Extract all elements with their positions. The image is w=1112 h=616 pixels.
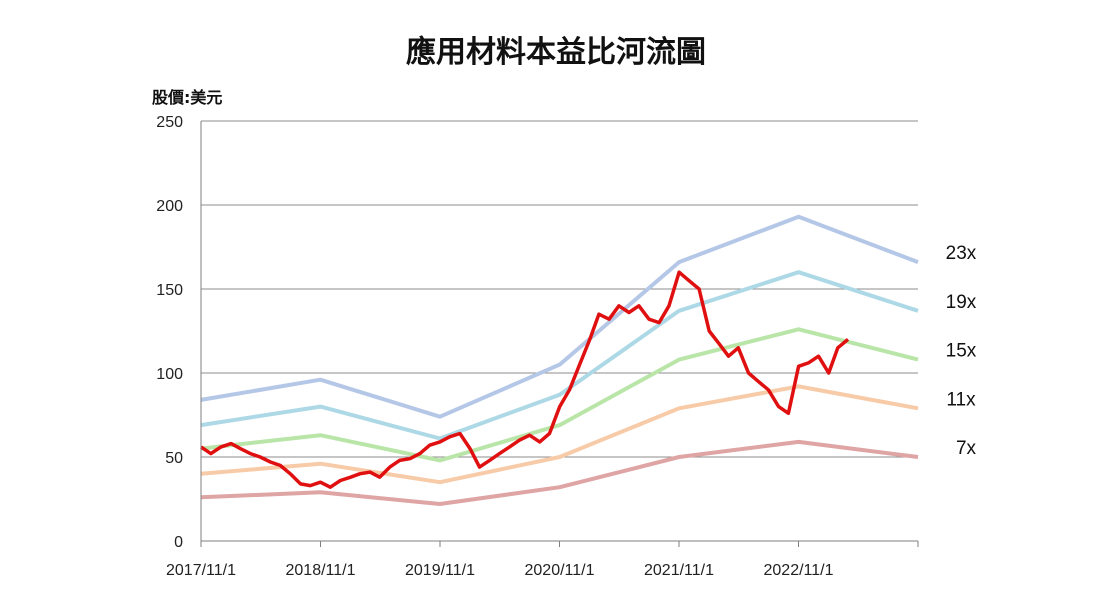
band-labels: 23x 19x 15x 11x 7x xyxy=(946,243,977,459)
band-label-11x: 11x xyxy=(946,389,976,410)
y-tick-label: 0 xyxy=(174,534,183,551)
band-line-23x xyxy=(200,214,919,419)
price-line xyxy=(200,270,850,489)
band-label-7x: 7x xyxy=(956,438,977,459)
x-tick-label: 2021/11/1 xyxy=(644,562,714,579)
price-series xyxy=(200,270,850,489)
y-tick-label: 150 xyxy=(156,282,183,299)
band-label-15x: 15x xyxy=(946,341,977,362)
pe-bands xyxy=(200,214,919,506)
x-tick-label: 2019/11/1 xyxy=(405,562,475,579)
band-line-7x xyxy=(200,439,919,506)
chart-title: 應用材料本益比河流圖 xyxy=(406,35,706,70)
band-line-11x xyxy=(200,384,919,485)
band-label-23x: 23x xyxy=(946,243,977,264)
band-line-19x xyxy=(200,270,919,441)
axes: 0 50 100 150 200 250 2017/11/1 2018/11/1 2019/11… xyxy=(156,114,919,579)
x-tick-label: 2018/11/1 xyxy=(286,562,356,579)
y-tick-label: 50 xyxy=(165,450,183,467)
band-line-15x xyxy=(200,327,919,463)
y-tick-label: 250 xyxy=(156,114,183,131)
y-tick-label: 100 xyxy=(156,366,183,383)
band-label-19x: 19x xyxy=(946,292,977,313)
x-tick-label: 2020/11/1 xyxy=(525,562,595,579)
x-tick-label: 2022/11/1 xyxy=(764,562,834,579)
x-tick-label: 2017/11/1 xyxy=(166,562,236,579)
y-tick-label: 200 xyxy=(156,198,183,215)
y-axis-unit-label: 股價:美元 xyxy=(152,88,222,107)
